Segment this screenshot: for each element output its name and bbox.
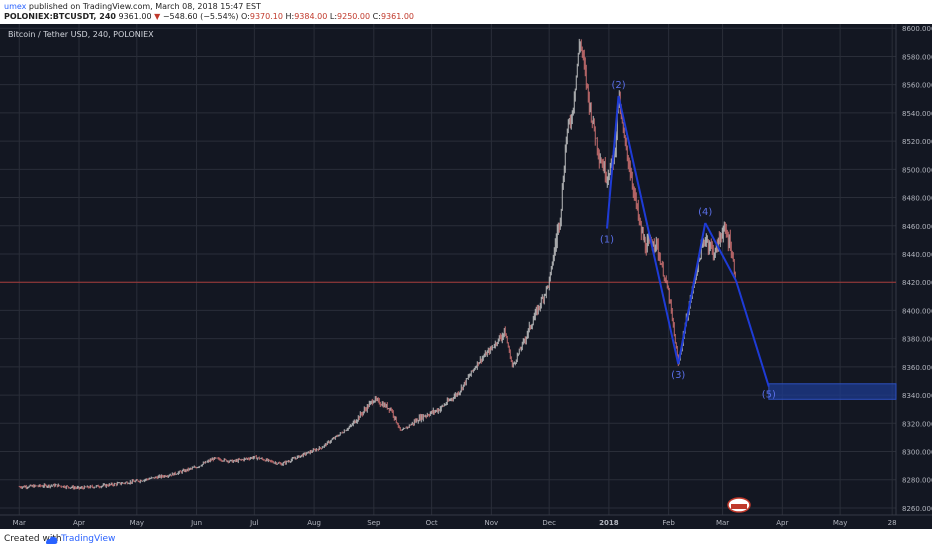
price-change: −548.60 (−5.54%) [162, 12, 239, 21]
publish-info: umex published on TradingView.com, March… [4, 2, 261, 11]
publish-header: umex published on TradingView.com, March… [0, 0, 932, 24]
target-zone [768, 383, 897, 400]
time-tick-label: 28 [888, 519, 897, 527]
time-tick-label: May [833, 519, 847, 527]
time-tick-label: Jun [190, 519, 202, 527]
price-tick-label: 8400.0000 [902, 307, 932, 315]
price-tick-label: 8560.0000 [902, 82, 932, 90]
author-link[interactable]: umex [4, 2, 27, 11]
time-tick-label: Nov [485, 519, 499, 527]
wave-segment [677, 222, 707, 365]
price-axis [896, 24, 932, 529]
price-tick-label: 8580.0000 [902, 53, 932, 61]
time-tick-label: Mar [716, 519, 729, 527]
wave-label: (1) [600, 235, 614, 246]
price-tick-label: 8600.0000 [902, 25, 932, 33]
footer: Created with TradingView [0, 529, 932, 550]
tradingview-logo-icon[interactable] [45, 535, 59, 545]
time-tick-label: Dec [542, 519, 556, 527]
time-tick-label: Apr [776, 519, 788, 527]
time-tick-label: May [130, 519, 144, 527]
wave-label: (2) [611, 80, 625, 91]
ohlc-bar: POLONIEX:BTCUSDT, 240 9361.00 ▼ −548.60 … [4, 12, 414, 21]
wave-label: (5) [762, 390, 776, 401]
price-tick-label: 8420.0000 [902, 279, 932, 287]
low-label: L: [329, 12, 338, 21]
elliott-wave-labels: (1) (2) (3) (4) (5) [600, 80, 776, 401]
price-chart[interactable]: Bitcoin / Tether USD, 240, POLONIEX (1)(… [0, 24, 932, 529]
price-tick-label: 8300.0000 [902, 449, 932, 457]
price-tick-label: 8280.0000 [902, 477, 932, 485]
price-candles [18, 38, 736, 490]
price-tick-label: 8500.0000 [902, 166, 932, 174]
price-tick-label: 8340.0000 [902, 392, 932, 400]
close-label: C: [372, 12, 381, 21]
open-value: 9370.10 [249, 12, 283, 21]
time-tick-label: Jul [249, 519, 259, 527]
wave-segment [735, 280, 770, 387]
high-value: 9384.00 [294, 12, 328, 21]
chart-title: Bitcoin / Tether USD, 240, POLONIEX [8, 30, 154, 39]
time-tick-label: Mar [13, 519, 26, 527]
open-label: O: [241, 12, 250, 21]
price-tick-label: 8360.0000 [902, 364, 932, 372]
wave-segment [617, 95, 680, 365]
price-tick-label: 8460.0000 [902, 223, 932, 231]
price-tick-label: 8540.0000 [902, 110, 932, 118]
wave-label: (3) [671, 370, 685, 381]
time-tick-label: 2018 [599, 519, 619, 527]
high-label: H: [285, 12, 295, 21]
price-tick-label: 8260.0000 [902, 505, 932, 513]
price-tick-label: 8380.0000 [902, 336, 932, 344]
chart-grid [0, 24, 896, 515]
wave-segment [704, 222, 737, 282]
time-tick-label: Apr [73, 519, 85, 527]
price-tick-label: 8480.0000 [902, 195, 932, 203]
price-tick-label: 8320.0000 [902, 420, 932, 428]
price-tick-label: 8440.0000 [902, 251, 932, 259]
price-axis-labels: 8600.0000 8580.0000 8560.0000 8540.0000 8520… [902, 25, 932, 513]
time-tick-label: Feb [662, 519, 675, 527]
tradingview-badge-icon[interactable] [727, 497, 751, 513]
tradingview-brand[interactable]: TradingView [61, 534, 116, 544]
publish-date: published on TradingView.com, March 08, … [26, 2, 261, 11]
time-axis-labels: Mar Apr May Jun Jul Aug Sep Oct Nov Dec 2018 Feb Mar… [13, 519, 897, 527]
target-zone-rect [768, 383, 897, 400]
wave-label: (4) [698, 207, 712, 218]
time-tick-label: Aug [307, 519, 321, 527]
close-value: 9361.00 [380, 12, 415, 21]
elliott-wave-lines [605, 95, 770, 387]
price-tick-label: 8520.0000 [902, 138, 932, 146]
low-value: 9250.00 [337, 12, 371, 21]
last-price: 9361.00 [118, 12, 152, 21]
time-tick-label: Sep [367, 519, 381, 527]
time-tick-label: Oct [426, 519, 438, 527]
wave-segment [605, 95, 620, 229]
created-with-label: Created with [4, 534, 62, 544]
change-arrow: ▼ [154, 12, 161, 21]
symbol-label: POLONIEX:BTCUSDT, 240 [4, 12, 116, 21]
